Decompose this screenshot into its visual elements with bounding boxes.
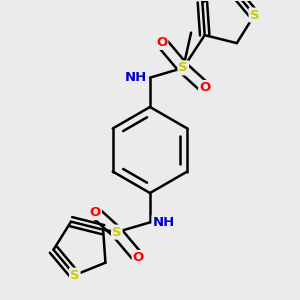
Text: S: S: [112, 226, 122, 238]
Text: O: O: [90, 206, 101, 219]
Text: S: S: [70, 268, 80, 282]
Text: O: O: [199, 81, 210, 94]
Text: NH: NH: [153, 216, 175, 229]
Text: O: O: [133, 251, 144, 264]
Text: NH: NH: [125, 71, 147, 84]
Text: O: O: [156, 36, 167, 49]
Text: S: S: [250, 9, 259, 22]
Text: S: S: [178, 61, 188, 74]
